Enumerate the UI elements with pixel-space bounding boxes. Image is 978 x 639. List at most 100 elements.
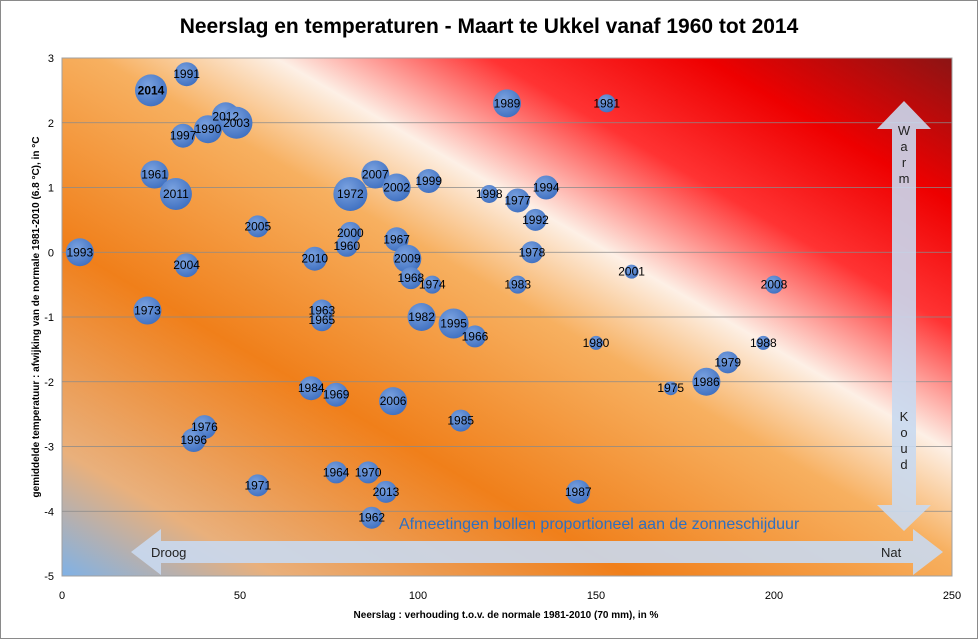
bubble-1989 bbox=[493, 89, 521, 118]
bubble-1961 bbox=[140, 160, 169, 189]
bubble-1967 bbox=[384, 227, 409, 252]
bubble-label-1969: 1969 bbox=[323, 388, 350, 402]
bubble-label-1995: 1995 bbox=[440, 316, 467, 330]
bubble-2004 bbox=[174, 253, 199, 278]
arrow-letter: W bbox=[898, 123, 911, 138]
y-axis-ticks: 3 2 1 0 -1 -2 -3 -4 -5 bbox=[44, 53, 54, 583]
bubble-1992 bbox=[524, 208, 547, 231]
x-axis-label: Neerslag : verhouding t.o.v. de normale … bbox=[354, 610, 659, 621]
bubble-1977 bbox=[505, 188, 530, 213]
bubble-2001 bbox=[624, 264, 639, 279]
bubble-label-1988: 1988 bbox=[750, 336, 777, 350]
bubble-1988 bbox=[756, 335, 771, 350]
bubble-1971 bbox=[246, 474, 269, 497]
droog-nat-arrow: Droog Nat bbox=[131, 529, 943, 575]
bubble-label-1996: 1996 bbox=[180, 433, 207, 447]
bubble-2003 bbox=[220, 106, 253, 139]
bubble-label-1960: 1960 bbox=[333, 239, 360, 253]
bubble-1978 bbox=[520, 241, 543, 264]
bubble-label-1980: 1980 bbox=[583, 336, 610, 350]
bubble-2008 bbox=[765, 275, 783, 294]
bubble-1966 bbox=[463, 325, 486, 348]
bubble-1984 bbox=[299, 376, 324, 401]
y-tick-label: 0 bbox=[48, 247, 54, 259]
bubble-label-1961: 1961 bbox=[141, 168, 168, 182]
bubble-label-2002: 2002 bbox=[383, 181, 410, 195]
arrow-letter: a bbox=[900, 139, 908, 154]
bubble-label-1966: 1966 bbox=[462, 329, 489, 343]
bubble-1979 bbox=[716, 351, 739, 374]
bubble-label-1973: 1973 bbox=[134, 304, 161, 318]
bubble-label-1990: 1990 bbox=[195, 122, 222, 136]
bubble-label-1964: 1964 bbox=[323, 465, 350, 479]
bubble-1982 bbox=[407, 303, 436, 331]
bubble-label-1983: 1983 bbox=[504, 278, 531, 292]
bubble-label-2011: 2011 bbox=[163, 187, 189, 201]
bubble-label-2008: 2008 bbox=[761, 278, 788, 292]
bubble-1994 bbox=[534, 175, 559, 200]
y-axis-label: gemiddelde temperatuur : afwijking van d… bbox=[31, 137, 42, 498]
y-tick-label: -1 bbox=[44, 312, 54, 324]
bubble-label-1985: 1985 bbox=[447, 414, 474, 428]
bubble-label-1965: 1965 bbox=[309, 313, 336, 327]
bubble-1995 bbox=[438, 308, 469, 339]
y-tick-label: -3 bbox=[44, 442, 54, 454]
bubble-1973 bbox=[133, 296, 162, 325]
bubble-1985 bbox=[449, 409, 472, 432]
bubble-1968 bbox=[399, 267, 422, 290]
bubble-label-1972: 1972 bbox=[337, 187, 364, 201]
arrow-letter: m bbox=[899, 171, 910, 186]
bubble-1980 bbox=[589, 335, 603, 350]
bubble-1960 bbox=[335, 234, 358, 257]
bubble-label-2003: 2003 bbox=[223, 116, 250, 130]
bubble-label-1963: 1963 bbox=[309, 304, 336, 318]
arrow-letter: o bbox=[900, 425, 907, 440]
x-axis-ticks: 0 50 100 150 200 250 bbox=[59, 590, 961, 602]
bubble-label-2013: 2013 bbox=[373, 485, 400, 499]
bubble-2002 bbox=[382, 173, 411, 202]
y-tick-label: -2 bbox=[44, 377, 54, 389]
arrow-letter: K bbox=[900, 409, 909, 424]
bubble-1990 bbox=[193, 115, 222, 144]
bubble-2010 bbox=[302, 246, 327, 271]
arrow-letter: d bbox=[900, 457, 907, 472]
bubble-1991 bbox=[174, 62, 199, 87]
bubble-label-1994: 1994 bbox=[533, 181, 560, 195]
x-tick-label: 100 bbox=[409, 590, 427, 602]
bubble-label-1997: 1997 bbox=[170, 129, 197, 143]
arrow-letter: r bbox=[902, 155, 907, 170]
bubble-label-1978: 1978 bbox=[519, 245, 546, 259]
bubble-label-1992: 1992 bbox=[522, 213, 549, 227]
bubble-label-1977: 1977 bbox=[504, 193, 531, 207]
bubble-label-1981: 1981 bbox=[593, 96, 620, 110]
bubble-label-1982: 1982 bbox=[408, 310, 435, 324]
bubble-label-1971: 1971 bbox=[244, 478, 271, 492]
x-tick-label: 150 bbox=[587, 590, 605, 602]
bubble-1987 bbox=[566, 479, 591, 504]
bubble-2005 bbox=[246, 215, 269, 238]
x-tick-label: 0 bbox=[59, 590, 65, 602]
x-tick-label: 250 bbox=[943, 590, 961, 602]
x-tick-label: 200 bbox=[765, 590, 783, 602]
bubble-label-2007: 2007 bbox=[362, 168, 389, 182]
bubble-label-2006: 2006 bbox=[380, 394, 407, 408]
bubble-1986 bbox=[692, 367, 721, 396]
bubble-1981 bbox=[597, 94, 616, 113]
bubble-1975 bbox=[663, 381, 678, 396]
bubble-label-1984: 1984 bbox=[298, 381, 325, 395]
bubble-label-1979: 1979 bbox=[714, 355, 741, 369]
bubble-label-1967: 1967 bbox=[383, 232, 410, 246]
bubble-label-1991: 1991 bbox=[173, 67, 200, 81]
bubble-1969 bbox=[324, 382, 349, 407]
y-tick-label: 1 bbox=[48, 183, 54, 195]
y-tick-label: 3 bbox=[48, 53, 54, 65]
y-tick-label: 2 bbox=[48, 118, 54, 130]
bubble-1964 bbox=[325, 461, 348, 484]
bubble-size-note: Afmeetingen bollen proportioneel aan de … bbox=[399, 516, 800, 533]
bubble-label-1986: 1986 bbox=[693, 375, 720, 389]
bubble-2013 bbox=[374, 480, 397, 503]
bubble-label-2012: 2012 bbox=[212, 109, 239, 123]
